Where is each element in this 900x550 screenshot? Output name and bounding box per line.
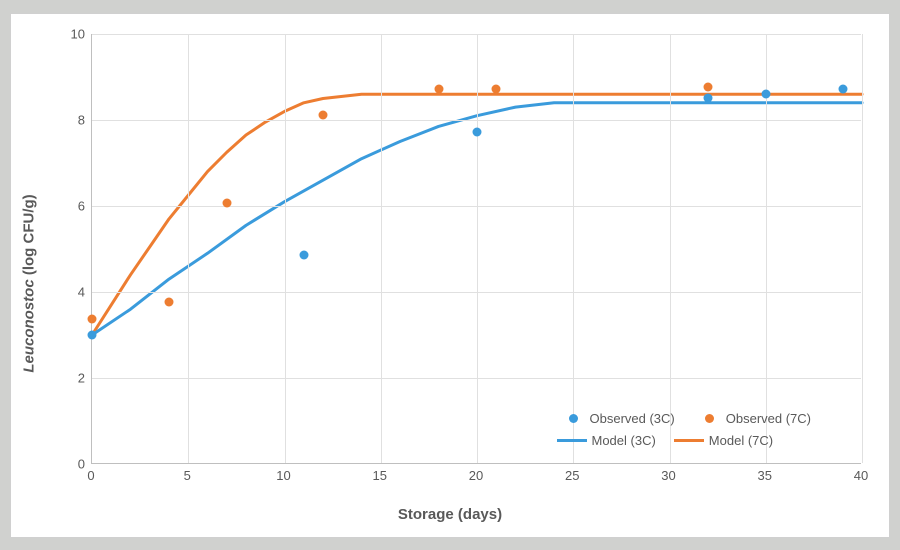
gridline-v (188, 34, 189, 463)
gridline-v (477, 34, 478, 463)
legend-item: Model (3C) (557, 433, 656, 448)
y-tick-label: 8 (78, 112, 85, 127)
gridline-v (670, 34, 671, 463)
legend: Observed (3C)Observed (7C)Model (3C)Mode… (557, 408, 830, 452)
x-tick-label: 15 (373, 468, 387, 483)
x-tick-label: 30 (661, 468, 675, 483)
gridline-h (92, 120, 861, 121)
chart-container: Leuconostoc (log CFU/g) 0510152025303540… (10, 13, 890, 538)
legend-label: Model (3C) (592, 433, 656, 448)
legend-row: Model (3C) Model (7C) (557, 430, 830, 452)
y-tick-label: 4 (78, 284, 85, 299)
legend-marker-icon (705, 414, 714, 423)
gridline-h (92, 206, 861, 207)
x-tick-label: 20 (469, 468, 483, 483)
legend-line-icon (557, 439, 587, 442)
data-point (704, 94, 713, 103)
x-tick-label: 25 (565, 468, 579, 483)
legend-label: Model (7C) (709, 433, 773, 448)
y-tick-label: 0 (78, 456, 85, 471)
legend-marker-icon (569, 414, 578, 423)
data-point (704, 83, 713, 92)
data-point (761, 89, 770, 98)
y-tick-label: 10 (71, 26, 85, 41)
gridline-h (92, 34, 861, 35)
legend-label: Observed (7C) (726, 411, 811, 426)
data-point (165, 298, 174, 307)
x-tick-label: 40 (854, 468, 868, 483)
plot-area (91, 34, 861, 464)
y-tick-labels: 0246810 (11, 34, 91, 464)
data-point (492, 85, 501, 94)
data-point (434, 85, 443, 94)
gridline-v (285, 34, 286, 463)
legend-item: Observed (7C) (693, 411, 811, 426)
legend-line-icon (674, 439, 704, 442)
x-tick-label: 5 (184, 468, 191, 483)
gridline-h (92, 292, 861, 293)
data-point (319, 111, 328, 120)
gridline-v (573, 34, 574, 463)
x-tick-label: 10 (276, 468, 290, 483)
x-axis-title: Storage (days) (398, 506, 502, 523)
data-point (222, 199, 231, 208)
data-point (299, 250, 308, 259)
legend-item: Model (7C) (674, 433, 773, 448)
legend-label: Observed (3C) (590, 411, 675, 426)
y-tick-label: 6 (78, 198, 85, 213)
legend-row: Observed (3C) Observed (7C) (557, 408, 830, 430)
x-tick-label: 0 (87, 468, 94, 483)
gridline-v (381, 34, 382, 463)
x-tick-label: 35 (758, 468, 772, 483)
legend-item: Observed (3C) (557, 411, 675, 426)
y-tick-label: 2 (78, 370, 85, 385)
gridline-h (92, 378, 861, 379)
gridline-v (862, 34, 863, 463)
data-point (838, 85, 847, 94)
data-point (473, 128, 482, 137)
